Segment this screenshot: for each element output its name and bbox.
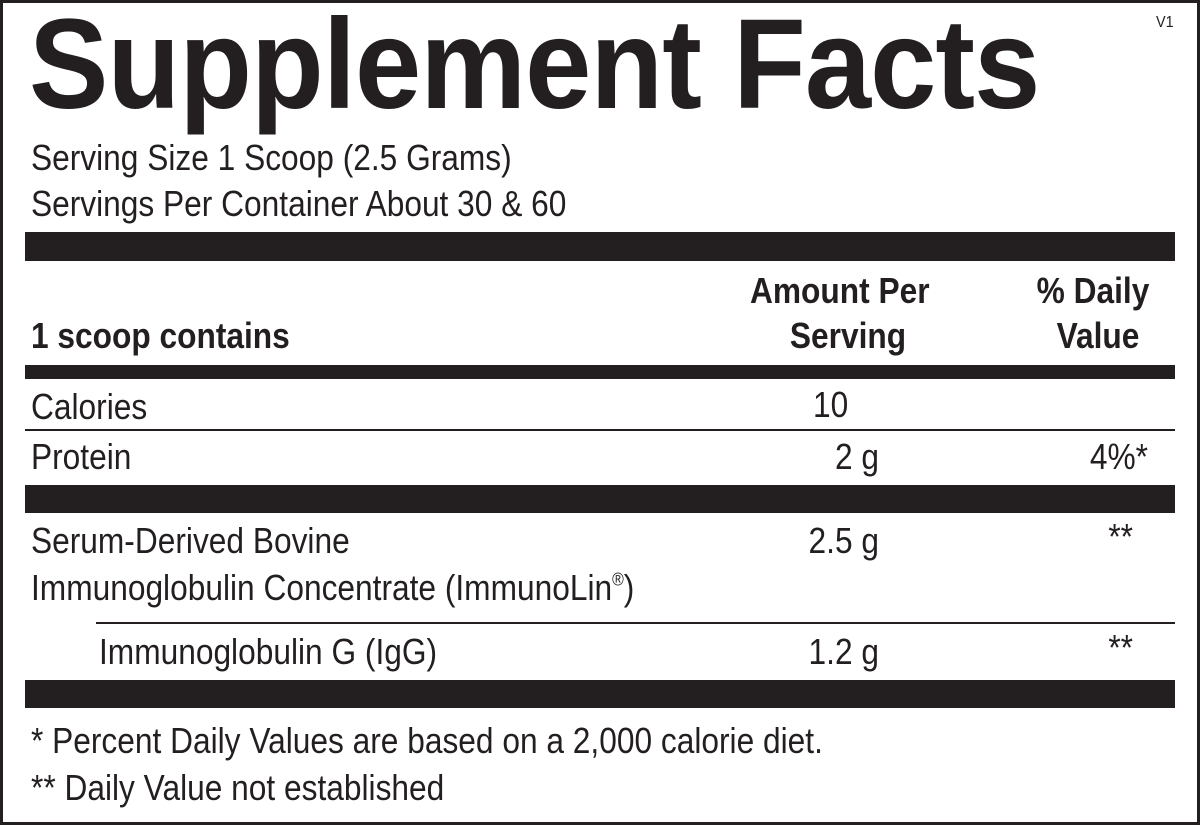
header-amount-line2: Serving: [789, 315, 907, 356]
row-name-line2: Immunoglobulin Concentrate (ImmunoLin®): [31, 570, 634, 606]
row-name: Immunoglobulin G (IgG): [99, 631, 438, 672]
row-name-end: ): [623, 567, 635, 608]
medium-divider: [25, 365, 1175, 379]
row-name: Calories: [31, 386, 148, 427]
row-divider: [25, 429, 1175, 431]
registered-mark: ®: [612, 569, 624, 590]
serving-size: Serving Size 1 Scoop (2.5 Grams): [31, 137, 512, 178]
row-name: Protein: [31, 436, 132, 477]
header-dv-line1: % Daily: [1036, 270, 1150, 311]
footnote-not-established: ** Daily Value not established: [31, 767, 445, 808]
row-amount: 2.5 g: [808, 520, 879, 561]
row-daily-value: **: [1108, 627, 1133, 668]
header-dv-line2: Value: [1056, 315, 1140, 356]
row-name-text: Immunoglobulin Concentrate (ImmunoLin: [31, 567, 613, 608]
label-title: Supplement Facts: [29, 0, 1040, 136]
header-amount-line1: Amount Per: [750, 270, 930, 311]
row-amount: 2 g: [834, 436, 879, 477]
row-daily-value: **: [1108, 516, 1133, 557]
row-name-line1: Serum-Derived Bovine: [31, 520, 350, 561]
thick-divider: [25, 485, 1175, 513]
row-amount: 10: [813, 384, 849, 425]
row-divider: [96, 622, 1175, 624]
thick-divider: [25, 232, 1175, 261]
header-serving-contains: 1 scoop contains: [31, 315, 290, 356]
thick-divider: [25, 680, 1175, 708]
row-amount: 1.2 g: [808, 631, 879, 672]
footnote-daily-values: * Percent Daily Values are based on a 2,…: [31, 720, 823, 761]
version-tag: V1: [1156, 14, 1174, 31]
servings-per-container: Servings Per Container About 30 & 60: [31, 183, 567, 224]
row-daily-value: 4%*: [1089, 436, 1148, 477]
